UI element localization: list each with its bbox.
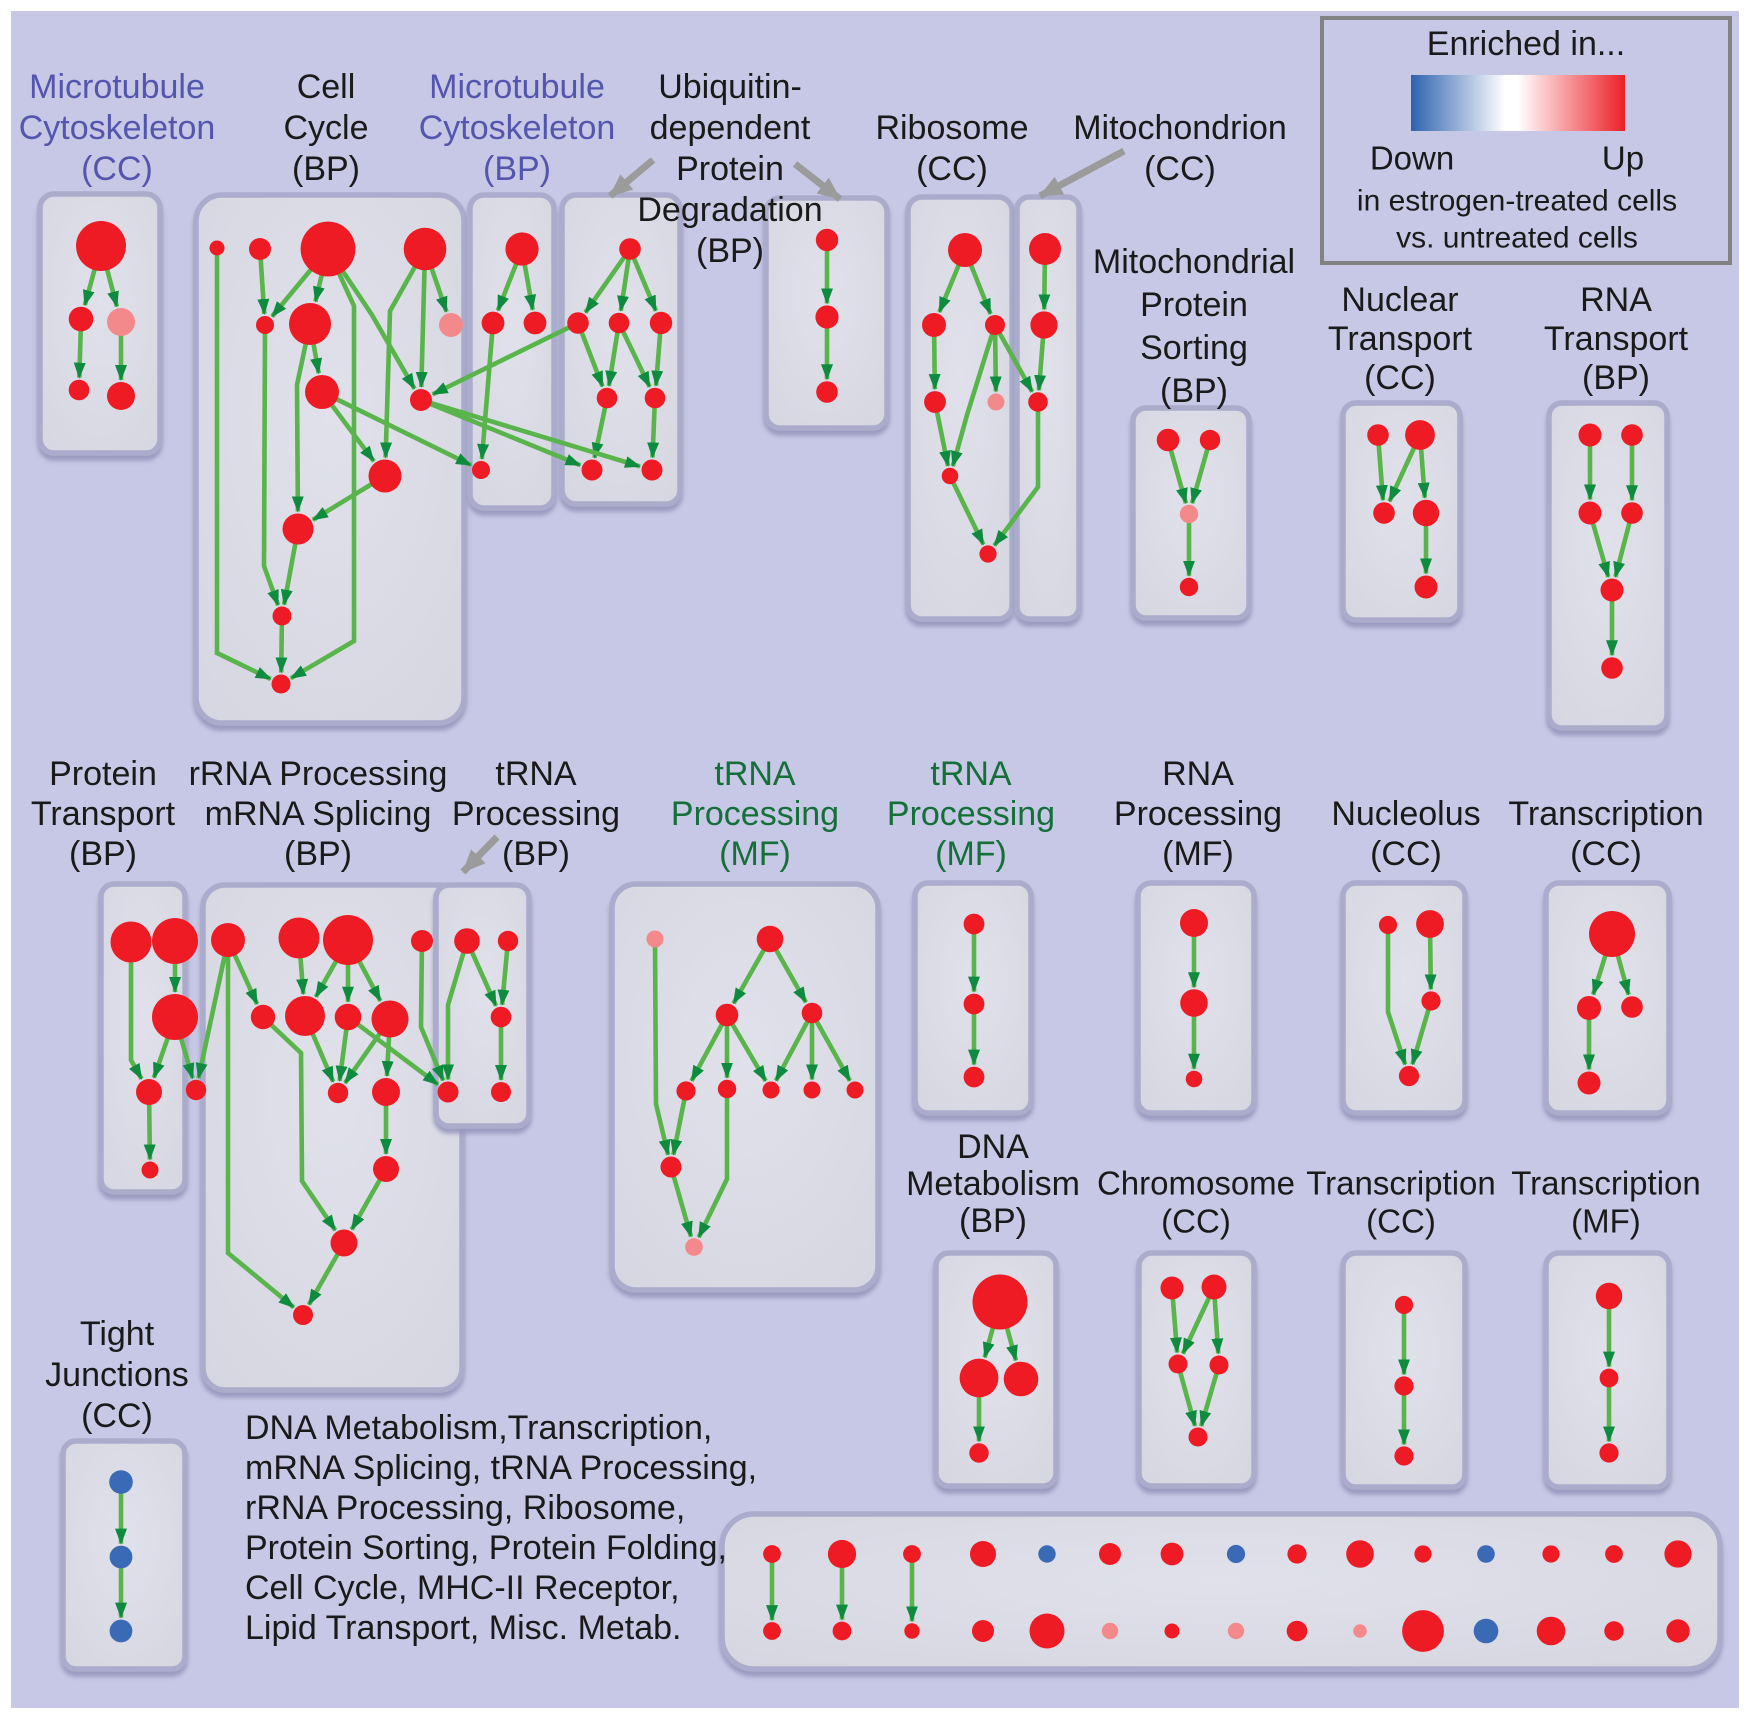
svg-text:Transport: Transport (1544, 320, 1689, 358)
svg-text:(BP): (BP) (284, 835, 352, 873)
svg-text:(BP): (BP) (292, 150, 360, 188)
svg-text:Mitochondrial: Mitochondrial (1093, 243, 1295, 281)
svg-text:Transcription: Transcription (1511, 1165, 1701, 1202)
svg-text:Enriched in...: Enriched in... (1427, 25, 1625, 63)
svg-text:Lipid Transport, Misc. Metab.: Lipid Transport, Misc. Metab. (245, 1609, 682, 1647)
svg-text:Sorting: Sorting (1140, 329, 1248, 367)
svg-text:DNA: DNA (957, 1128, 1029, 1166)
svg-text:(BP): (BP) (959, 1202, 1027, 1240)
svg-text:Cycle: Cycle (283, 109, 368, 147)
svg-text:tRNA: tRNA (714, 755, 796, 793)
svg-text:mRNA Splicing, tRNA Processing: mRNA Splicing, tRNA Processing, (245, 1449, 757, 1487)
svg-text:Processing: Processing (452, 795, 620, 833)
svg-text:Transcription: Transcription (1508, 795, 1703, 833)
svg-text:(CC): (CC) (1366, 1203, 1436, 1240)
svg-text:(BP): (BP) (696, 232, 764, 270)
svg-text:in estrogen-treated cells: in estrogen-treated cells (1357, 185, 1677, 218)
svg-text:Cell Cycle, MHC-II Receptor,: Cell Cycle, MHC-II Receptor, (245, 1569, 680, 1607)
svg-text:Metabolism: Metabolism (906, 1165, 1080, 1203)
svg-text:(BP): (BP) (1582, 359, 1650, 397)
svg-text:rRNA Processing, Ribosome,: rRNA Processing, Ribosome, (245, 1489, 685, 1527)
svg-text:(CC): (CC) (1161, 1203, 1231, 1240)
svg-text:RNA: RNA (1580, 281, 1652, 319)
svg-text:Processing: Processing (671, 795, 839, 833)
svg-text:dependent: dependent (650, 109, 811, 147)
svg-text:Degradation: Degradation (637, 191, 822, 229)
svg-text:Transport: Transport (31, 795, 176, 833)
svg-text:(CC): (CC) (916, 150, 988, 188)
svg-text:Protein Sorting, Protein Foldi: Protein Sorting, Protein Folding, (245, 1529, 727, 1567)
svg-text:Protein: Protein (49, 755, 157, 793)
svg-text:Microtubule: Microtubule (429, 68, 605, 106)
svg-text:Cytoskeleton: Cytoskeleton (419, 109, 616, 147)
svg-text:Mitochondrion: Mitochondrion (1073, 109, 1287, 147)
svg-text:Protein: Protein (676, 150, 784, 188)
svg-text:Transcription: Transcription (1306, 1165, 1496, 1202)
svg-text:Junctions: Junctions (45, 1356, 189, 1394)
svg-text:(CC): (CC) (1144, 150, 1216, 188)
svg-text:DNA Metabolism,Transcription,: DNA Metabolism,Transcription, (245, 1409, 712, 1447)
svg-text:Chromosome: Chromosome (1097, 1165, 1295, 1202)
svg-text:Down: Down (1370, 140, 1454, 177)
svg-text:tRNA: tRNA (930, 755, 1012, 793)
svg-text:(BP): (BP) (69, 835, 137, 873)
svg-text:Microtubule: Microtubule (29, 68, 205, 106)
svg-text:Processing: Processing (887, 795, 1055, 833)
svg-text:(BP): (BP) (483, 150, 551, 188)
svg-text:Ubiquitin-: Ubiquitin- (658, 68, 802, 106)
svg-text:vs. untreated cells: vs. untreated cells (1396, 222, 1638, 255)
svg-text:(MF): (MF) (1571, 1203, 1641, 1240)
svg-text:Processing: Processing (1114, 795, 1282, 833)
svg-text:Up: Up (1602, 140, 1644, 177)
svg-text:Nucleolus: Nucleolus (1331, 795, 1480, 833)
svg-text:(MF): (MF) (719, 835, 791, 873)
svg-text:(CC): (CC) (1570, 835, 1642, 873)
svg-text:(MF): (MF) (935, 835, 1007, 873)
svg-text:tRNA: tRNA (495, 755, 577, 793)
svg-text:Cytoskeleton: Cytoskeleton (19, 109, 216, 147)
svg-text:(CC): (CC) (1364, 359, 1436, 397)
svg-text:(CC): (CC) (81, 150, 153, 188)
svg-text:RNA: RNA (1162, 755, 1234, 793)
svg-text:Ribosome: Ribosome (875, 109, 1028, 147)
svg-text:(BP): (BP) (502, 835, 570, 873)
svg-text:rRNA Processing: rRNA Processing (189, 755, 448, 793)
svg-text:Transport: Transport (1328, 320, 1473, 358)
svg-text:(MF): (MF) (1162, 835, 1234, 873)
svg-text:Cell: Cell (297, 68, 356, 106)
svg-text:(CC): (CC) (1370, 835, 1442, 873)
svg-text:Tight: Tight (80, 1315, 155, 1353)
svg-text:(BP): (BP) (1160, 372, 1228, 410)
svg-text:mRNA Splicing: mRNA Splicing (205, 795, 432, 833)
svg-text:Protein: Protein (1140, 286, 1248, 324)
svg-text:(CC): (CC) (81, 1397, 153, 1435)
svg-text:Nuclear: Nuclear (1341, 281, 1458, 319)
